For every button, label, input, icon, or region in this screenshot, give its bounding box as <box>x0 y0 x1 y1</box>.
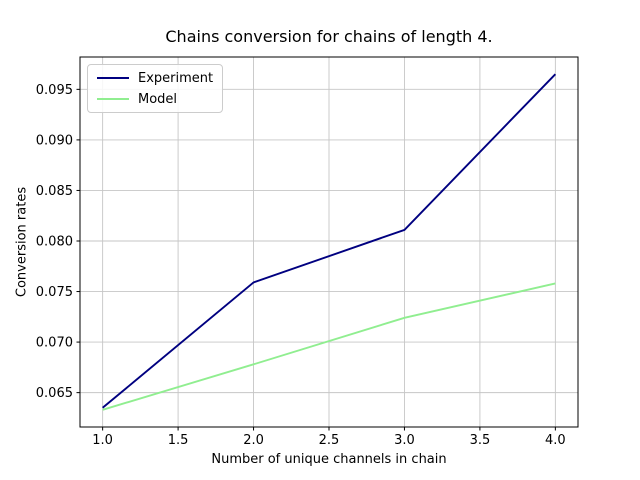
x-tick-label: 1.5 <box>168 433 189 448</box>
y-tick-label: 0.070 <box>36 336 73 351</box>
legend-label-model: Model <box>138 91 178 107</box>
y-tick-label: 0.065 <box>36 386 73 401</box>
legend-entry-model: Model <box>97 91 213 107</box>
x-tick-label: 3.0 <box>394 433 415 448</box>
series-line-model <box>102 282 556 411</box>
y-tick-label: 0.075 <box>36 285 73 300</box>
y-tick-label: 0.090 <box>36 133 73 148</box>
x-axis-label: Number of unique channels in chain <box>211 452 447 467</box>
y-tick-label: 0.085 <box>36 184 73 199</box>
x-tick-label: 4.0 <box>545 433 566 448</box>
model-line-swatch <box>97 98 129 100</box>
experiment-line-swatch <box>97 77 129 79</box>
x-tick-label: 1.0 <box>92 433 113 448</box>
x-tick-label: 3.5 <box>470 433 491 448</box>
y-tick-label: 0.095 <box>36 83 73 98</box>
x-tick-label: 2.0 <box>243 433 264 448</box>
legend-label-experiment: Experiment <box>138 70 214 86</box>
y-tick-label: 0.080 <box>36 234 73 249</box>
legend-entry-experiment: Experiment <box>97 70 213 86</box>
legend: Experiment Model <box>87 64 224 113</box>
chart-title: Chains conversion for chains of length 4… <box>165 27 493 46</box>
x-tick-label: 2.5 <box>319 433 340 448</box>
series-line-experiment <box>102 73 557 409</box>
y-axis-label: Conversion rates <box>14 186 30 298</box>
